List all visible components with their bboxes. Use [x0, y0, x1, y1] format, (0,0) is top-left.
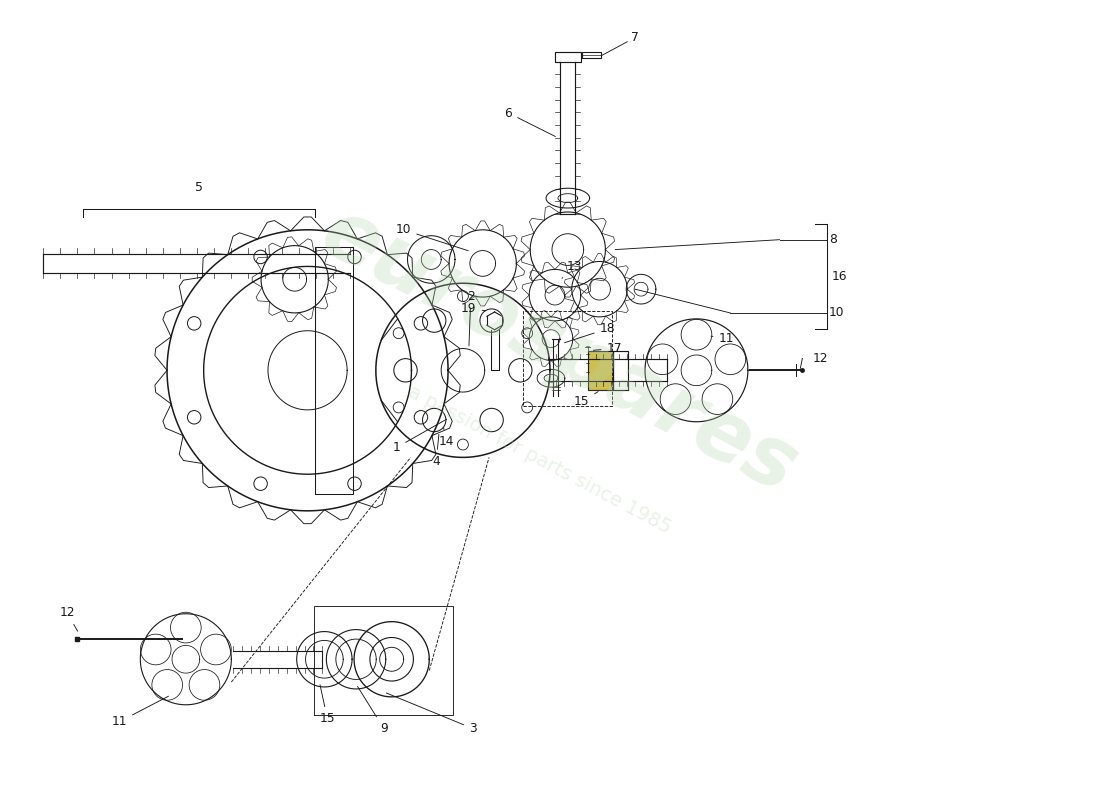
Bar [554, 52, 581, 62]
Text: 8: 8 [829, 233, 837, 246]
Text: 14: 14 [438, 427, 454, 448]
Text: 13: 13 [562, 260, 583, 278]
Text: 1: 1 [393, 419, 447, 454]
Text: 3: 3 [386, 693, 476, 735]
Text: 4: 4 [432, 434, 440, 468]
Text: a passion for parts since 1985: a passion for parts since 1985 [406, 382, 674, 537]
Text: 5: 5 [195, 181, 204, 194]
Text: 2: 2 [468, 290, 475, 346]
Text: 12: 12 [812, 352, 827, 365]
Text: 10: 10 [396, 223, 469, 250]
Text: 7: 7 [631, 31, 639, 44]
Text: 6: 6 [505, 106, 556, 137]
Text: 10: 10 [829, 306, 845, 319]
Text: 15: 15 [574, 391, 598, 409]
Bar [614, 351, 628, 390]
Text: 19: 19 [461, 302, 486, 315]
Text: 11: 11 [711, 332, 734, 345]
Bar [587, 351, 614, 390]
Text: 17: 17 [593, 342, 623, 355]
Text: 9: 9 [358, 686, 387, 735]
Text: eurospares: eurospares [308, 191, 812, 510]
Text: 15: 15 [319, 685, 336, 725]
Bar [582, 52, 602, 58]
Text: 12: 12 [59, 606, 78, 631]
Text: 18: 18 [564, 322, 615, 342]
Text: 16: 16 [832, 270, 847, 283]
Text: 11: 11 [112, 696, 168, 728]
